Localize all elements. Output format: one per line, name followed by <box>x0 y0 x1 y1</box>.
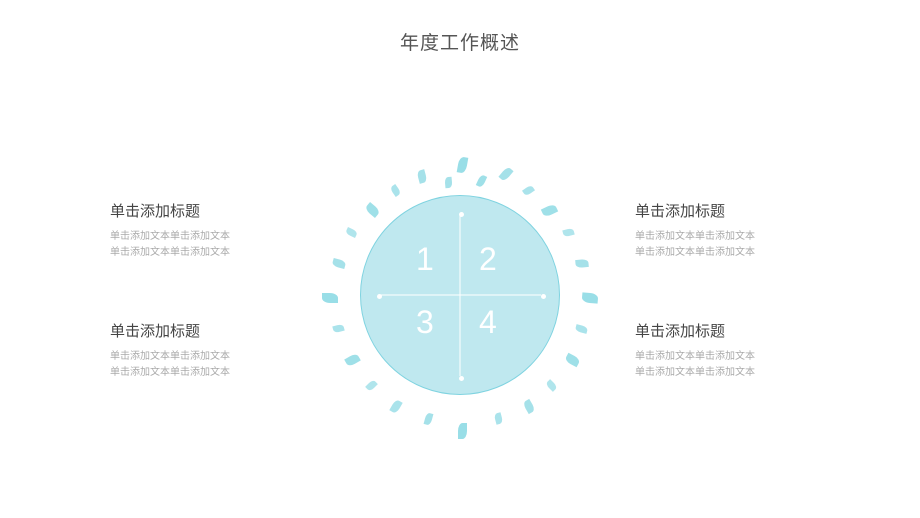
leaf-decoration <box>345 227 358 238</box>
leaf-decoration <box>445 177 453 189</box>
block-body: 单击添加文本单击添加文本单击添加文本单击添加文本 <box>110 349 320 381</box>
quadrant-number-1: 1 <box>416 241 434 278</box>
leaf-decoration <box>541 203 558 217</box>
text-block-tr: 单击添加标题单击添加文本单击添加文本单击添加文本单击添加文本 <box>635 200 845 261</box>
block-heading: 单击添加标题 <box>110 200 320 221</box>
text-block-bl: 单击添加标题单击添加文本单击添加文本单击添加文本单击添加文本 <box>110 320 320 381</box>
axis-vertical <box>460 214 461 376</box>
block-heading: 单击添加标题 <box>635 320 845 341</box>
block-body: 单击添加文本单击添加文本单击添加文本单击添加文本 <box>635 229 845 261</box>
leaf-decoration <box>575 324 588 334</box>
leaf-decoration <box>424 412 434 425</box>
leaf-decoration <box>365 379 378 392</box>
leaf-decoration <box>564 353 581 368</box>
leaf-decoration <box>332 324 344 334</box>
leaf-decoration <box>389 399 402 414</box>
block-heading: 单击添加标题 <box>110 320 320 341</box>
page-title: 年度工作概述 <box>400 28 520 55</box>
leaf-decoration <box>322 293 338 303</box>
axis-endpoint <box>541 294 546 299</box>
block-body: 单击添加文本单击添加文本单击添加文本单击添加文本 <box>110 229 320 261</box>
leaf-decoration <box>457 156 469 173</box>
leaf-decoration <box>575 259 589 268</box>
axis-endpoint <box>459 212 464 217</box>
leaf-decoration <box>494 412 504 424</box>
axis-endpoint <box>377 294 382 299</box>
axis-endpoint <box>459 376 464 381</box>
block-body: 单击添加文本单击添加文本单击添加文本单击添加文本 <box>635 349 845 381</box>
leaf-decoration <box>389 184 401 197</box>
leaf-decoration <box>458 423 467 439</box>
quadrant-number-4: 4 <box>479 304 497 341</box>
leaf-decoration <box>545 379 558 392</box>
leaf-decoration <box>522 184 535 196</box>
leaf-decoration <box>476 174 487 188</box>
leaf-decoration <box>416 169 427 184</box>
center-diagram: 1 2 3 4 <box>330 165 590 425</box>
block-heading: 单击添加标题 <box>635 200 845 221</box>
quadrant-number-3: 3 <box>416 304 434 341</box>
text-block-tl: 单击添加标题单击添加文本单击添加文本单击添加文本单击添加文本 <box>110 200 320 261</box>
leaf-decoration <box>522 399 535 414</box>
leaf-decoration <box>562 228 574 238</box>
leaf-decoration <box>582 292 599 303</box>
leaf-decoration <box>498 166 513 182</box>
leaf-decoration <box>332 258 347 269</box>
quadrant-number-2: 2 <box>479 241 497 278</box>
quadrant-circle: 1 2 3 4 <box>360 195 560 395</box>
leaf-decoration <box>344 353 361 368</box>
text-block-br: 单击添加标题单击添加文本单击添加文本单击添加文本单击添加文本 <box>635 320 845 381</box>
leaf-decoration <box>364 202 381 218</box>
